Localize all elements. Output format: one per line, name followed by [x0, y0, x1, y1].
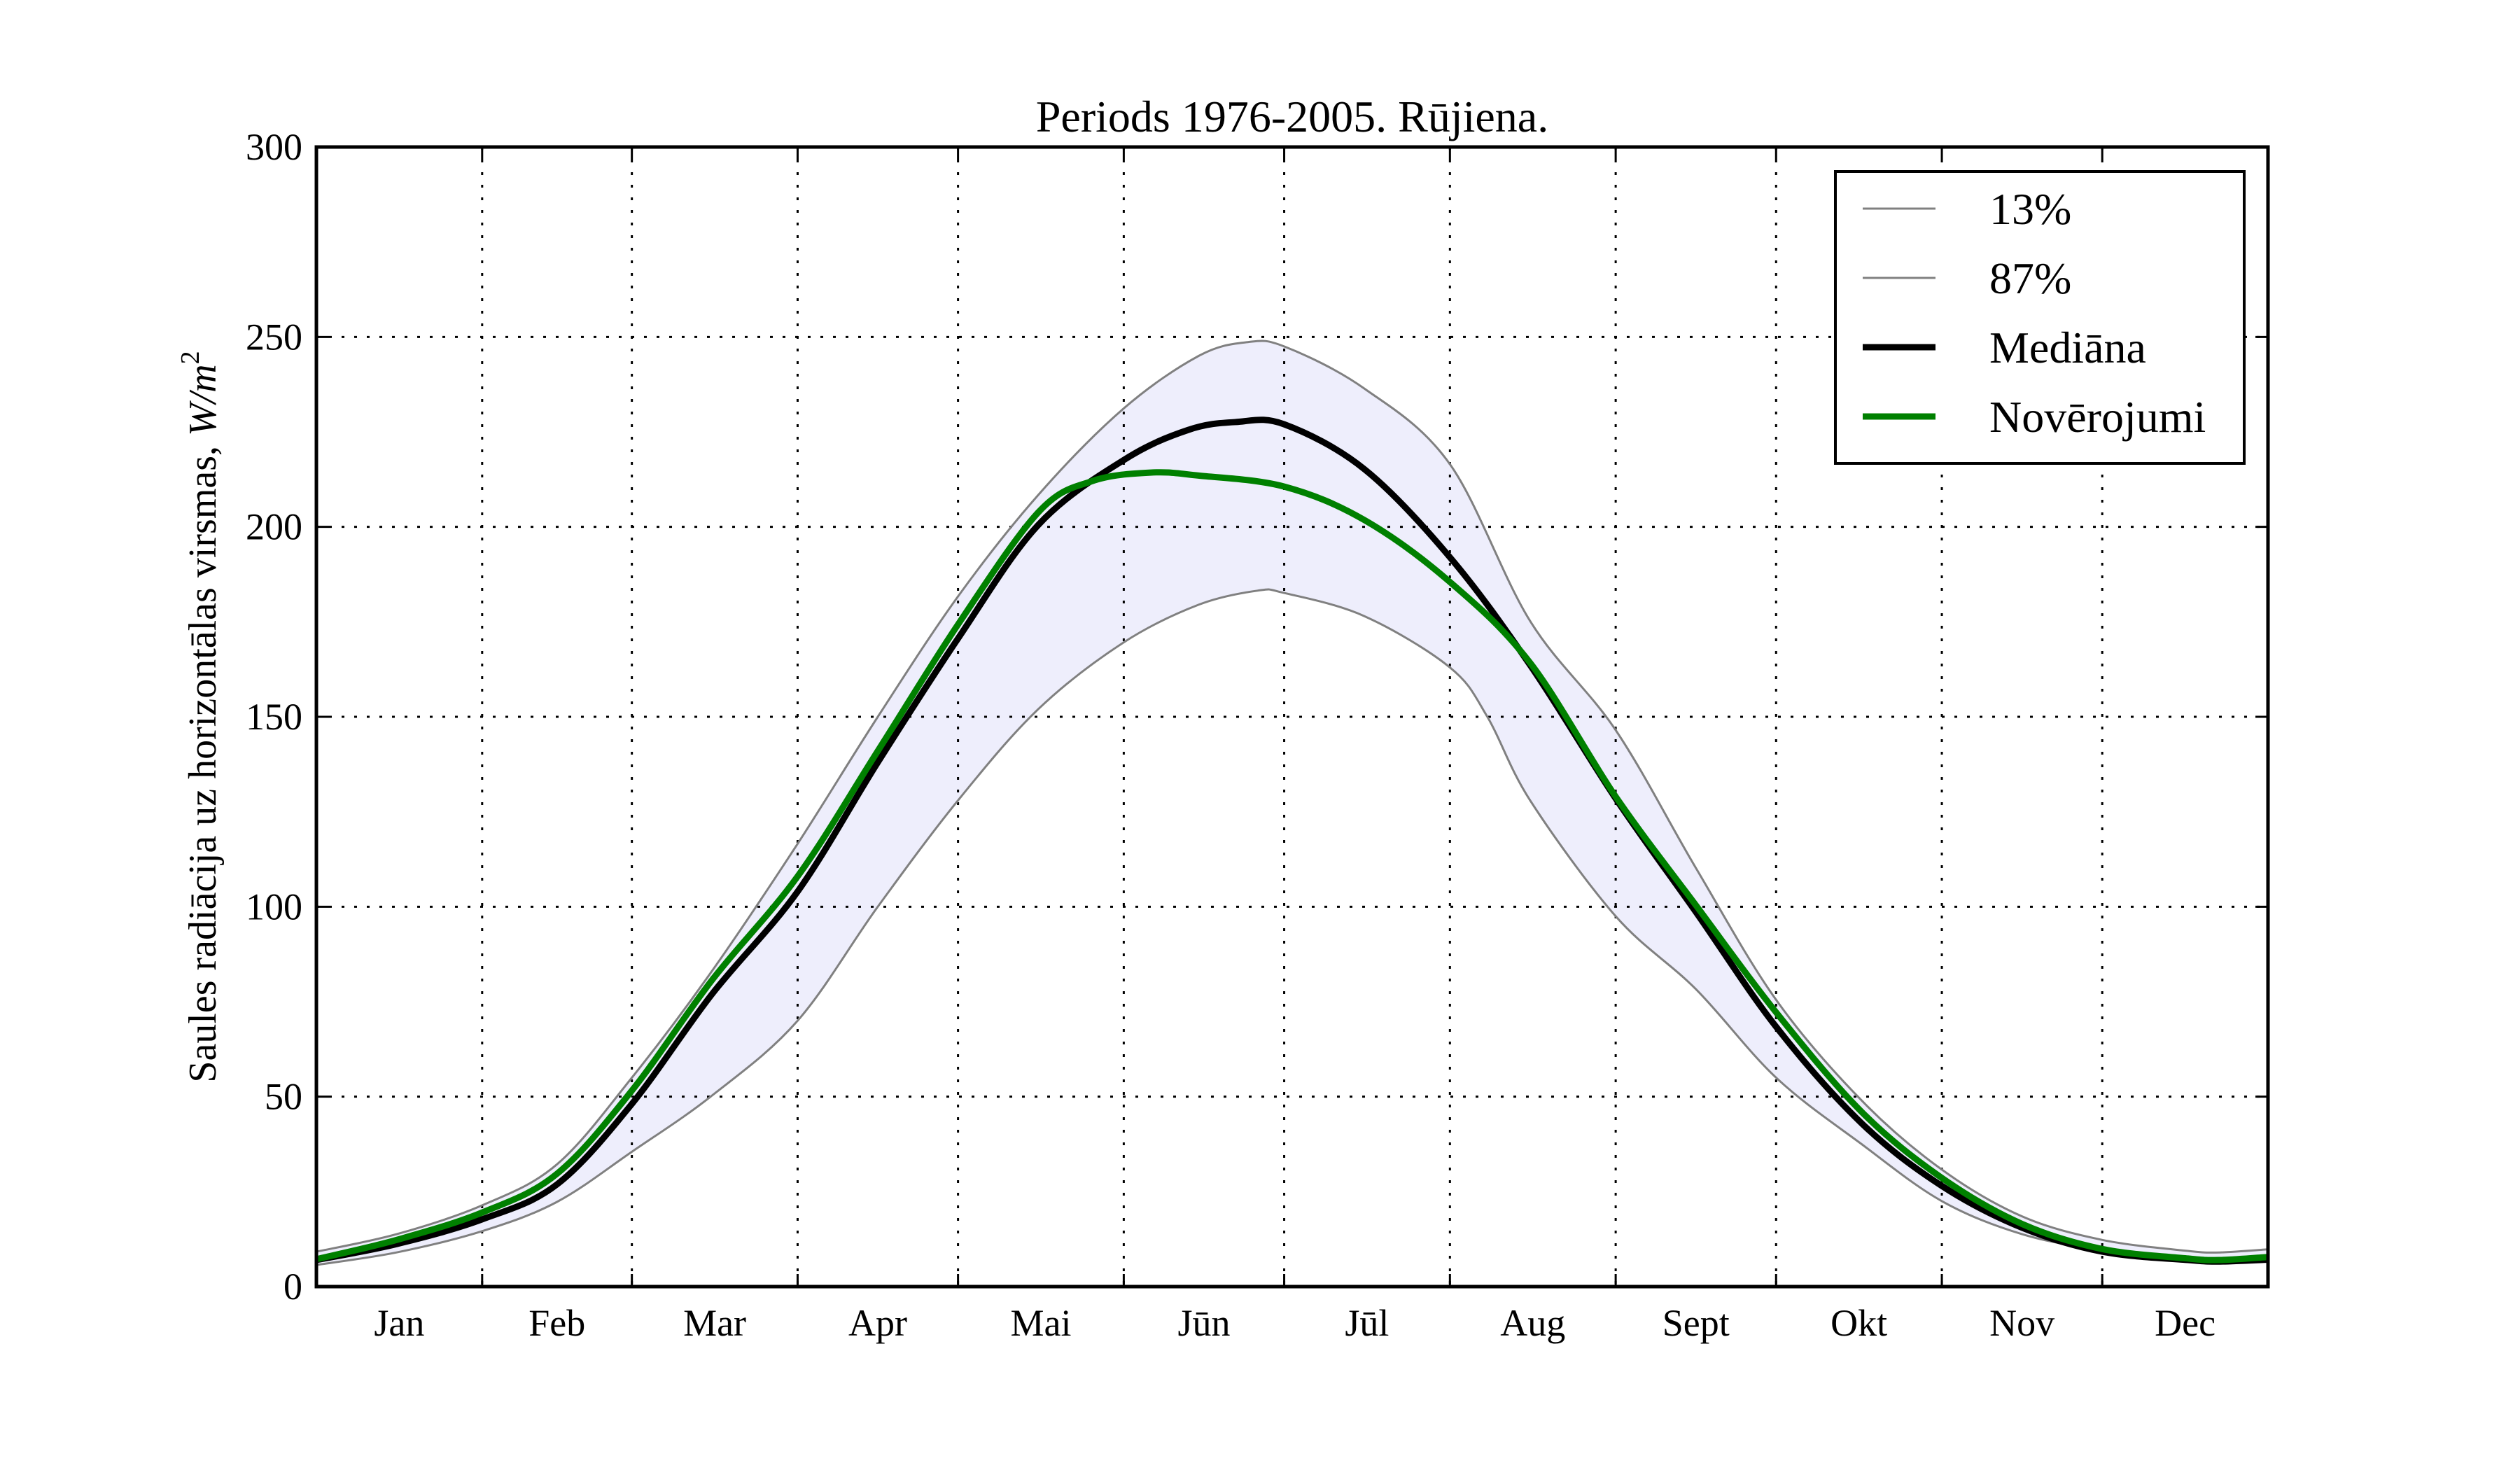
legend-item: Novērojumi [1863, 392, 2206, 442]
y-axis-label-text: Saules radiācija uz horizontālas virsmas… [181, 436, 225, 1083]
y-tick-label: 100 [246, 886, 302, 927]
legend-item: 13% [1863, 184, 2071, 234]
y-axis-unit-exponent: 2 [176, 351, 205, 364]
x-tick-label: Aug [1500, 1302, 1565, 1344]
legend-label: 13% [1989, 184, 2071, 234]
y-tick-label: 200 [246, 506, 302, 548]
y-tick-label: 50 [265, 1076, 302, 1118]
y-tick-label: 250 [246, 316, 302, 358]
legend-label: Mediāna [1989, 323, 2146, 372]
legend-item: 87% [1863, 253, 2071, 303]
x-tick-label: Nov [1989, 1302, 2054, 1344]
x-tick-label: Dec [2155, 1302, 2216, 1344]
x-tick-label: Mar [683, 1302, 746, 1344]
y-tick-label: 0 [284, 1266, 302, 1308]
x-tick-label: Mai [1010, 1302, 1071, 1344]
x-tick-label: Sept [1662, 1302, 1730, 1344]
x-tick-label: Apr [848, 1302, 907, 1344]
chart-title: Periods 1976-2005. Rūjiena. [1036, 92, 1548, 141]
x-tick-label: Jan [374, 1302, 424, 1344]
plot-frame [314, 145, 2270, 1289]
y-tick-label: 300 [246, 126, 302, 168]
x-tick-label: Okt [1830, 1302, 1887, 1344]
y-axis-label: Saules radiācija uz horizontālas virsmas… [176, 351, 225, 1082]
legend-item: Mediāna [1863, 323, 2146, 372]
series-line-observed [315, 469, 2269, 1264]
y-tick-label: 150 [246, 696, 302, 738]
x-tick-label: Jūl [1345, 1302, 1389, 1344]
legend: 13% 87% Mediāna Novērojumi [1834, 170, 2246, 465]
x-tick-labels: Jan Feb Mar Apr Mai Jūn Jūl Aug Sept Okt Nov Dec [374, 1302, 2216, 1344]
series-line-p87 [316, 340, 2269, 1254]
series-layer [315, 340, 2269, 1266]
legend-label: Novērojumi [1989, 392, 2206, 442]
y-axis-unit: W/m [181, 364, 225, 436]
x-tick-label: Jūn [1177, 1302, 1230, 1344]
legend-label: 87% [1989, 253, 2071, 303]
series-line-p13 [316, 588, 2269, 1266]
y-tick-labels: 0 50 100 150 200 250 300 [246, 126, 302, 1308]
x-tick-label: Feb [528, 1302, 585, 1344]
series-line-median [316, 416, 2269, 1265]
